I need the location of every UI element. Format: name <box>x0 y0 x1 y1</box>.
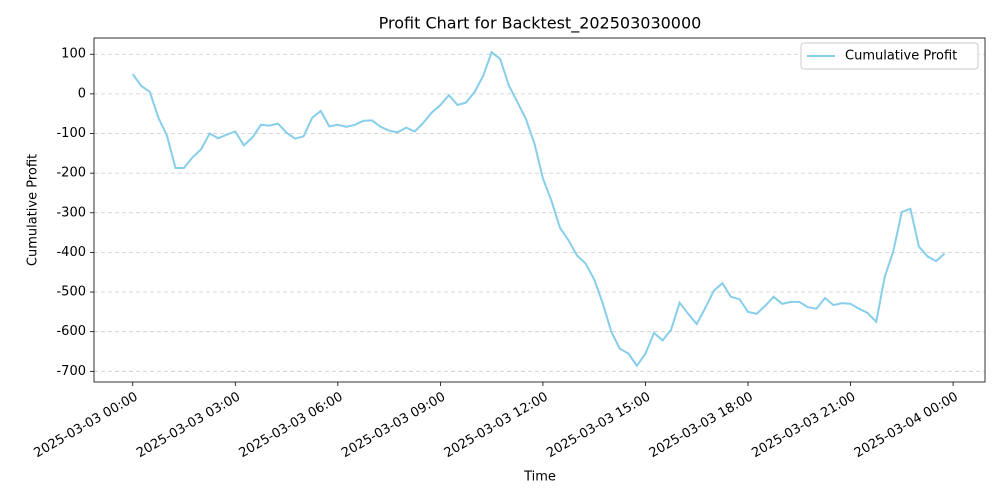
legend-label: Cumulative Profit <box>845 49 957 64</box>
y-tick-label: -700 <box>56 364 86 379</box>
y-tick-label: -400 <box>56 245 86 260</box>
x-tick-label: 2025-03-04 00:00 <box>852 390 961 462</box>
x-tick-label: 2025-03-03 06:00 <box>237 390 346 462</box>
y-axis-label: Cumulative Profit <box>26 154 41 266</box>
legend-box <box>800 42 979 70</box>
x-tick-label: 2025-03-03 09:00 <box>339 390 448 462</box>
x-tick-label: 2025-03-03 12:00 <box>442 390 551 462</box>
y-tick-label: -300 <box>56 205 86 220</box>
y-tick-label: 100 <box>61 47 86 62</box>
x-axis-label: Time <box>523 470 556 485</box>
x-tick-label: 2025-03-03 21:00 <box>749 390 858 462</box>
y-tick-label: -600 <box>56 324 86 339</box>
y-tick-label: -200 <box>56 166 86 181</box>
x-tick-label: 2025-03-03 15:00 <box>544 390 653 462</box>
plot-frame <box>93 37 986 383</box>
line <box>131 50 946 368</box>
x-tick-label: 2025-03-03 18:00 <box>647 390 756 462</box>
y-tick-label: 0 <box>78 86 86 101</box>
y-tick-label: -500 <box>56 285 86 300</box>
y-tick-label: -100 <box>56 126 86 141</box>
chart-title: Profit Chart for Backtest_202503030000 <box>379 14 702 34</box>
x-tick-label: 2025-03-03 03:00 <box>134 390 243 462</box>
x-tick-label: 2025-03-03 00:00 <box>32 390 141 462</box>
